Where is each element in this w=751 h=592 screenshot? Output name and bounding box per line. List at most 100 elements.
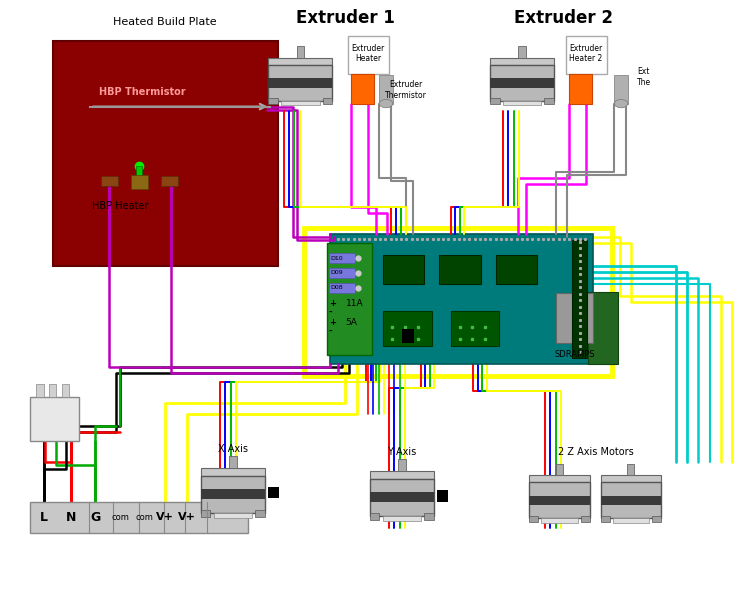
Text: Extruder 1: Extruder 1	[296, 9, 395, 27]
Text: -: -	[329, 327, 333, 336]
Bar	[348, 36, 389, 74]
Bar	[601, 475, 661, 482]
Bar	[351, 74, 374, 104]
Bar	[269, 58, 333, 65]
Bar	[370, 493, 434, 502]
Bar	[541, 518, 578, 523]
Bar	[201, 490, 265, 499]
Bar	[529, 496, 590, 505]
Bar	[329, 268, 355, 278]
Bar	[588, 292, 618, 364]
Bar	[329, 283, 355, 293]
Bar	[383, 516, 421, 521]
Bar	[30, 502, 248, 533]
Text: Y Axis: Y Axis	[388, 447, 416, 457]
Bar	[213, 513, 252, 518]
Bar	[282, 101, 320, 105]
Text: Extruder
Thermistor: Extruder Thermistor	[385, 81, 427, 99]
Text: Extruder
Heater 2: Extruder Heater 2	[569, 44, 602, 63]
Ellipse shape	[614, 99, 628, 108]
Bar	[101, 176, 118, 186]
Bar	[439, 255, 481, 284]
Bar	[36, 384, 44, 397]
Bar	[62, 384, 69, 397]
Bar	[627, 464, 635, 475]
Text: L: L	[41, 511, 48, 524]
Bar	[518, 46, 526, 58]
Text: 5A: 5A	[345, 318, 357, 327]
Text: Extruder
Heater: Extruder Heater	[351, 44, 385, 63]
Bar	[601, 496, 661, 505]
Bar	[370, 471, 434, 478]
Bar	[451, 311, 499, 346]
Text: V+: V+	[156, 513, 174, 522]
Bar	[327, 243, 372, 355]
Text: D09: D09	[330, 271, 343, 275]
Bar	[614, 75, 628, 104]
Bar	[131, 175, 148, 189]
Text: SDRAMPS: SDRAMPS	[555, 350, 596, 359]
Text: com: com	[111, 513, 129, 522]
Bar	[398, 459, 406, 471]
Bar	[601, 516, 610, 522]
Bar	[370, 478, 434, 516]
Bar	[402, 329, 414, 343]
Bar	[136, 166, 142, 184]
Text: D10: D10	[330, 256, 343, 260]
Bar	[496, 255, 537, 284]
Bar	[424, 513, 434, 520]
Bar	[383, 255, 424, 284]
Bar	[652, 516, 661, 522]
Text: Heated Build Plate: Heated Build Plate	[113, 17, 217, 27]
Bar	[330, 234, 593, 364]
Text: N: N	[65, 511, 76, 524]
Bar	[613, 518, 649, 523]
Text: V+: V+	[178, 513, 196, 522]
Bar	[269, 98, 278, 104]
Text: com: com	[135, 513, 153, 522]
Text: +: +	[329, 317, 336, 327]
Bar	[49, 384, 56, 397]
Bar	[572, 240, 587, 358]
Bar	[490, 78, 554, 88]
Text: Ext
The: Ext The	[637, 67, 651, 86]
Text: D08: D08	[330, 285, 343, 290]
Bar	[329, 253, 355, 263]
Bar	[490, 65, 554, 101]
Bar	[379, 75, 393, 104]
Bar	[437, 490, 448, 502]
Bar	[581, 516, 590, 522]
Bar	[229, 456, 237, 468]
Bar	[161, 176, 178, 186]
Text: -: -	[329, 308, 333, 317]
Bar	[255, 510, 265, 517]
Bar	[297, 46, 304, 58]
Bar	[544, 98, 554, 104]
Bar	[601, 482, 661, 518]
Ellipse shape	[379, 99, 393, 108]
Text: 11A: 11A	[345, 299, 363, 308]
Bar	[268, 487, 279, 498]
Bar	[490, 58, 554, 65]
Bar	[556, 464, 563, 475]
Bar	[383, 311, 432, 346]
Bar	[269, 78, 333, 88]
Bar	[529, 482, 590, 518]
Bar	[269, 65, 333, 101]
Text: G: G	[90, 511, 101, 524]
Bar	[370, 513, 379, 520]
Bar	[566, 36, 607, 74]
Bar	[201, 476, 265, 513]
Bar	[556, 293, 593, 343]
Bar	[529, 475, 590, 482]
Text: +: +	[329, 298, 336, 308]
Bar	[529, 516, 538, 522]
Bar	[569, 74, 592, 104]
Bar	[323, 98, 332, 104]
Text: 2 Z Axis Motors: 2 Z Axis Motors	[558, 447, 633, 457]
Text: Extruder 2: Extruder 2	[514, 9, 613, 27]
Bar	[201, 468, 265, 476]
Text: X Axis: X Axis	[218, 444, 248, 454]
Text: HBP Heater: HBP Heater	[92, 201, 149, 211]
Bar	[503, 101, 541, 105]
